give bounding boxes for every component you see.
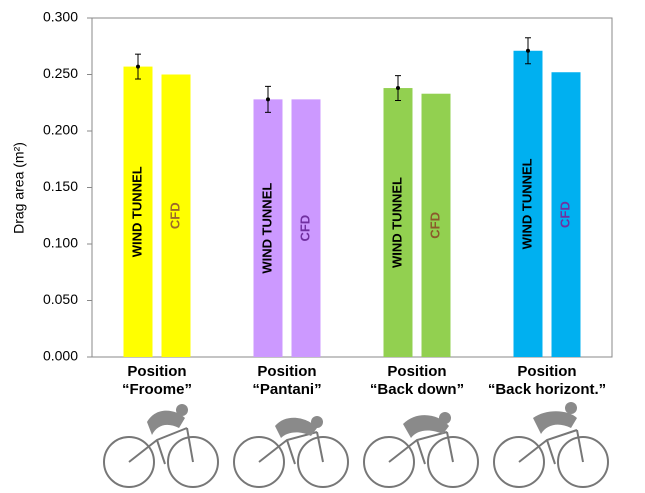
error-bar-part: [136, 64, 140, 69]
bar: [421, 93, 451, 358]
series-label: WIND TUNNEL: [519, 158, 534, 249]
x-tick-label: “Pantani”: [252, 381, 321, 398]
y-tick-label: 0.200: [43, 122, 78, 138]
x-tick-label: “Back horizont.”: [488, 381, 606, 398]
series-label: CFD: [167, 202, 182, 229]
cyclist-back-horizontal: [493, 402, 609, 488]
bar: [253, 99, 283, 358]
y-tick-label: 0.300: [43, 9, 78, 25]
x-tick-label: “Back down”: [370, 381, 464, 398]
x-tick-label: “Froome”: [122, 381, 192, 398]
y-tick-label: 0.100: [43, 235, 78, 251]
error-bar-part: [526, 48, 530, 53]
y-tick-label: 0.150: [43, 178, 78, 194]
cyclist-illustrations: [103, 402, 609, 488]
bar: [161, 74, 191, 357]
series-label: CFD: [427, 212, 442, 239]
cyclist-pantani: [233, 416, 349, 488]
bar: [123, 66, 153, 357]
series-label: CFD: [557, 201, 572, 228]
cyclist-froome: [103, 404, 219, 488]
series-label: WIND TUNNEL: [259, 183, 274, 274]
x-tick-label: Position: [517, 363, 576, 380]
series-label: WIND TUNNEL: [389, 177, 404, 268]
x-tick-label: Position: [127, 363, 186, 380]
error-bar-part: [266, 97, 270, 102]
error-bar-part: [396, 86, 400, 91]
bar: [513, 50, 543, 358]
y-tick-label: 0.050: [43, 291, 78, 307]
error-bar: [395, 75, 401, 101]
y-axis-label: Drag area (m²): [11, 142, 27, 234]
bar: [551, 72, 581, 358]
series-label: CFD: [297, 215, 312, 242]
error-bar: [135, 53, 141, 80]
bar: [291, 99, 321, 358]
error-bar: [265, 85, 271, 113]
y-tick-label: 0.250: [43, 65, 78, 81]
y-tick-label: 0.000: [43, 348, 78, 364]
series-label: WIND TUNNEL: [129, 166, 144, 257]
x-tick-label: Position: [387, 363, 446, 380]
error-bar: [525, 37, 531, 65]
bar: [383, 88, 413, 357]
cyclist-back-down: [363, 412, 479, 488]
x-tick-label: Position: [257, 363, 316, 380]
